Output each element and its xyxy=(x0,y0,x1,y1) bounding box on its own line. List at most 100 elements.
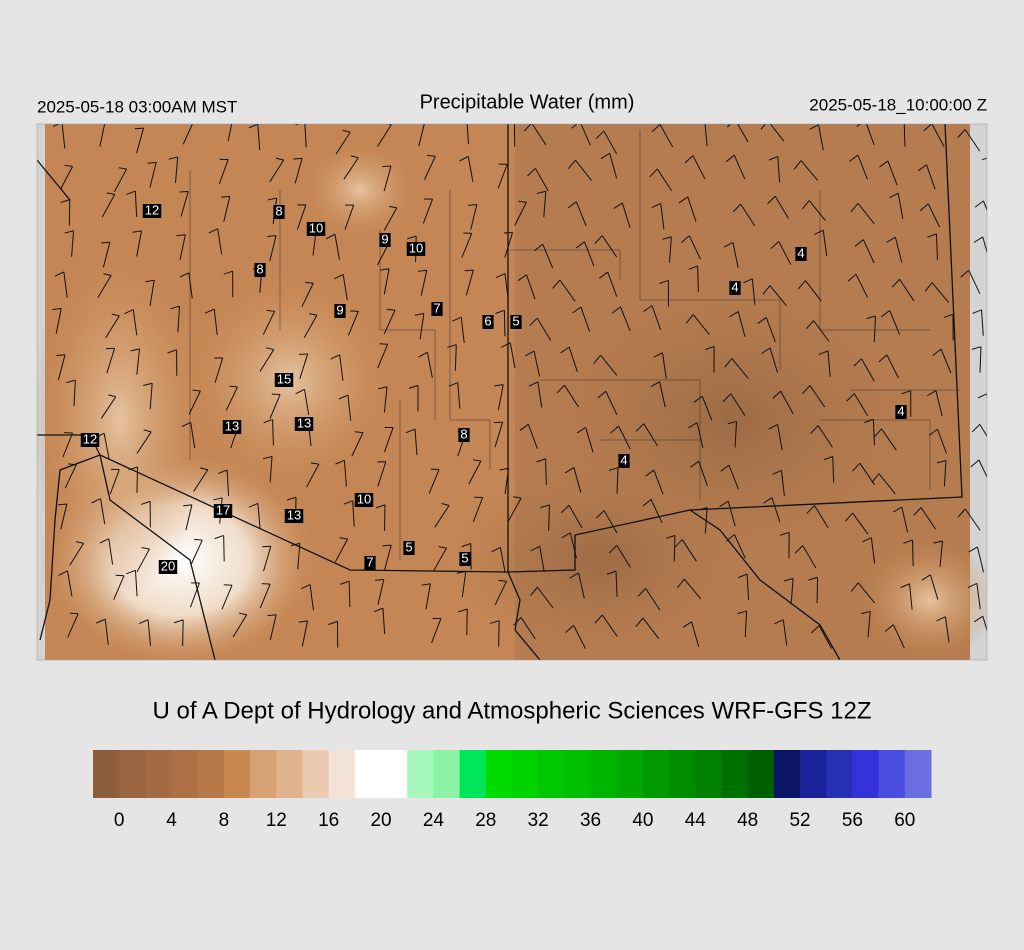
barb xyxy=(136,431,152,454)
barb-flag xyxy=(214,534,224,540)
station-value: 9 xyxy=(336,302,343,317)
station-box xyxy=(334,304,346,318)
barb-flag xyxy=(724,358,733,368)
barb-flag xyxy=(560,504,570,514)
barb-flag xyxy=(802,385,811,394)
valid-local: 2025-05-18 03:00AM MST xyxy=(37,97,237,116)
barb-flag xyxy=(421,583,431,586)
colorbar-tick-label: 4 xyxy=(166,810,177,831)
barb xyxy=(106,348,116,374)
barb xyxy=(573,625,586,649)
station-value: 6 xyxy=(484,313,491,328)
credit: U of A Dept of Hydrology and Atmospheric… xyxy=(153,697,872,724)
barb xyxy=(800,160,819,181)
barb-flag xyxy=(665,535,676,539)
barb xyxy=(526,274,536,300)
barb xyxy=(981,309,984,336)
barb-flag xyxy=(328,620,338,625)
barb-flag xyxy=(69,612,79,615)
barb xyxy=(681,539,697,562)
barb-flag xyxy=(495,273,506,279)
barb-flag xyxy=(594,235,603,244)
barb-flag xyxy=(928,428,938,436)
station-value: 7 xyxy=(433,300,440,315)
station-box xyxy=(458,428,470,442)
colorbar-swatch xyxy=(433,750,461,798)
barb xyxy=(704,507,708,534)
map-frame xyxy=(36,123,988,661)
barb xyxy=(926,164,936,190)
barb xyxy=(817,425,833,448)
barb xyxy=(306,463,320,488)
station-value: 17 xyxy=(216,502,230,517)
barb xyxy=(814,505,829,529)
barb xyxy=(64,464,77,489)
barb xyxy=(461,571,467,598)
barb xyxy=(147,619,151,646)
barb-flag xyxy=(168,156,178,160)
barb xyxy=(531,124,547,146)
barb-flag xyxy=(649,168,658,178)
barb xyxy=(309,584,314,611)
barb-flag xyxy=(967,582,978,589)
barb xyxy=(536,317,552,341)
barb xyxy=(109,469,120,495)
barb-flag xyxy=(722,393,732,403)
barb xyxy=(299,353,309,379)
barb-flag xyxy=(96,121,105,122)
barb xyxy=(778,241,792,265)
colorbar-swatch xyxy=(276,750,303,798)
colorbar-swatch xyxy=(302,750,330,798)
colorbar-swatch xyxy=(512,750,539,798)
barb-flag xyxy=(608,467,619,471)
colorbar-tick-label: 20 xyxy=(370,810,391,831)
colorbar-tick-label: 36 xyxy=(580,810,601,831)
barb xyxy=(67,613,79,638)
barb-flag xyxy=(849,154,859,162)
barb xyxy=(66,570,73,597)
barb-flag xyxy=(386,124,392,126)
barb-flag xyxy=(181,421,191,428)
barb-flag xyxy=(642,498,652,507)
barb-flag xyxy=(881,310,890,318)
barb-flag xyxy=(263,418,273,424)
barb-flag xyxy=(495,309,505,314)
barb xyxy=(504,273,509,300)
barb xyxy=(103,433,110,459)
barb-flag xyxy=(561,532,571,539)
barb-flag xyxy=(727,420,737,425)
barb xyxy=(527,424,538,449)
barb-flag xyxy=(267,235,277,237)
barb xyxy=(774,195,789,219)
barb xyxy=(616,467,619,494)
colorbar-swatch xyxy=(485,750,513,798)
barb xyxy=(615,570,618,597)
barb xyxy=(605,391,618,416)
barb-flag xyxy=(599,271,609,279)
barb-flag xyxy=(126,569,136,575)
barb xyxy=(55,308,62,334)
barb-flag xyxy=(594,614,603,624)
barb-flag xyxy=(267,614,277,617)
barb-flag xyxy=(513,617,522,626)
barb xyxy=(548,504,550,531)
barb xyxy=(226,469,230,496)
barb xyxy=(857,203,875,225)
barb xyxy=(603,130,618,155)
barb-flag xyxy=(810,425,819,434)
barb-flag xyxy=(418,351,428,358)
barb xyxy=(257,124,261,151)
barb-flag xyxy=(608,545,618,554)
station-box xyxy=(364,556,376,570)
barb xyxy=(986,393,987,400)
station-value: 15 xyxy=(277,371,291,386)
barb xyxy=(744,611,748,638)
barb-flag xyxy=(534,243,544,252)
barb xyxy=(334,234,340,260)
barb xyxy=(935,233,938,260)
barb-flag xyxy=(220,195,230,198)
barb xyxy=(294,158,303,184)
barb xyxy=(422,198,433,224)
barb xyxy=(59,166,74,190)
barb-flag xyxy=(339,537,348,540)
